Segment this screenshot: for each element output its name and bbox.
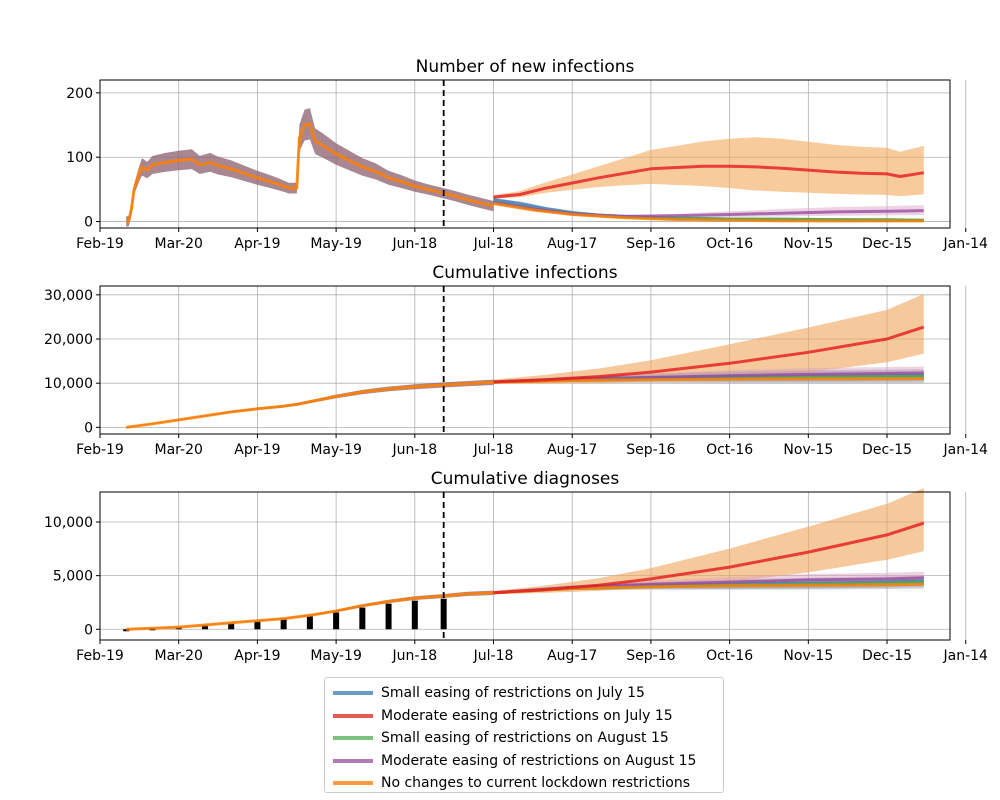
band-2 xyxy=(493,488,924,595)
legend-item: Moderate easing of restrictions on July … xyxy=(333,705,723,728)
x-tick-label: Jan-14 xyxy=(943,442,989,458)
panel-title: Cumulative infections xyxy=(432,263,617,283)
axes-frame xyxy=(99,491,951,641)
data-bar xyxy=(411,600,418,630)
history-line xyxy=(125,122,494,224)
history-line xyxy=(126,591,494,631)
y-tick-label: 0 xyxy=(84,622,93,638)
y-tick-label: 10,000 xyxy=(44,515,93,531)
x-tick-label: Mar-20 xyxy=(155,442,203,458)
x-tick-label: Aug-17 xyxy=(547,236,597,252)
x-tick-label: Dec-15 xyxy=(862,236,912,252)
x-tick-label: Sep-16 xyxy=(626,236,675,252)
x-tick-label: Dec-15 xyxy=(862,442,912,458)
data-bar xyxy=(254,621,261,630)
series-line-2 xyxy=(493,164,925,199)
band-2 xyxy=(493,294,924,384)
history-line xyxy=(125,380,494,429)
legend-label: Small easing of restrictions on July 15 xyxy=(381,685,645,702)
series-line-5 xyxy=(493,377,924,384)
series-line-2 xyxy=(493,325,925,384)
x-tick-label: Aug-17 xyxy=(547,648,597,664)
x-tick-label: Jan-14 xyxy=(943,236,989,252)
data-bar xyxy=(306,616,313,630)
x-tick-label: Jul-18 xyxy=(473,442,514,458)
panel-title: Number of new infections xyxy=(416,57,635,77)
data-bar xyxy=(201,625,208,630)
legend-label: Small easing of restrictions on August 1… xyxy=(381,730,669,747)
x-tick-label: Nov-15 xyxy=(783,442,833,458)
panel-new-infections: Number of new infections Feb-19 Mar-20 Apr… xyxy=(66,57,988,252)
x-tick-label: Sep-16 xyxy=(626,648,675,664)
legend-swatch xyxy=(333,691,373,696)
series-line-2 xyxy=(493,521,925,595)
uncertainty-bands xyxy=(126,294,924,428)
x-tick-label: Jan-14 xyxy=(943,648,989,664)
x-tick-label: Oct-16 xyxy=(706,648,753,664)
x-tick-label: Nov-15 xyxy=(783,648,833,664)
band-2 xyxy=(493,137,924,199)
y-tick-label: 5,000 xyxy=(53,569,93,585)
panel-title: Cumulative diagnoses xyxy=(431,469,620,489)
axes-frame xyxy=(99,79,951,229)
y-tick-label: 0 xyxy=(84,420,93,436)
x-tick-label: Jul-18 xyxy=(473,648,514,664)
data-bar xyxy=(385,603,392,630)
x-tick-label: Oct-16 xyxy=(706,236,753,252)
x-tick-label: Feb-19 xyxy=(76,442,124,458)
legend-item: Small easing of restrictions on August 1… xyxy=(333,727,723,750)
x-tick-label: Dec-15 xyxy=(862,648,912,664)
x-tick-label: Feb-19 xyxy=(76,648,124,664)
x-tick-label: Mar-20 xyxy=(155,236,203,252)
data-bar xyxy=(359,607,366,630)
x-tick-label: Jul-18 xyxy=(473,236,514,252)
legend: Small easing of restrictions on July 15 … xyxy=(324,677,724,793)
y-tick-label: 200 xyxy=(66,86,93,102)
history-band xyxy=(126,108,494,227)
legend-label: No changes to current lockdown restricti… xyxy=(381,775,690,792)
x-tick-label: Nov-15 xyxy=(783,236,833,252)
legend-swatch xyxy=(333,758,373,763)
y-tick-label: 100 xyxy=(66,150,93,166)
legend-item: No changes to current lockdown restricti… xyxy=(333,772,723,795)
data-bar xyxy=(228,623,235,630)
x-tick-label: May-19 xyxy=(310,442,362,458)
x-tick-label: Apr-19 xyxy=(234,442,280,458)
x-tick-label: Apr-19 xyxy=(234,236,280,252)
panel-cumulative-infections: Cumulative infections Feb-19 Mar-20 Apr-19… xyxy=(44,263,988,458)
data-bar xyxy=(333,612,340,630)
y-tick-label: 30,000 xyxy=(44,288,93,304)
data-bar xyxy=(280,619,287,630)
legend-item: Moderate easing of restrictions on Augus… xyxy=(333,750,723,773)
legend-label: Moderate easing of restrictions on July … xyxy=(381,707,673,724)
x-tick-label: Aug-17 xyxy=(547,442,597,458)
series-line-5 xyxy=(493,202,924,223)
x-tick-label: Jun-18 xyxy=(391,442,437,458)
uncertainty-bands xyxy=(126,488,924,630)
legend-swatch xyxy=(333,713,373,718)
x-tick-label: Jun-18 xyxy=(391,648,437,664)
legend-item: Small easing of restrictions on July 15 xyxy=(333,682,723,705)
panel-cumulative-diagnoses: Cumulative diagnoses Feb-19 Mar-20 Apr-19 M… xyxy=(44,469,988,664)
axes-frame xyxy=(99,285,951,435)
data-bar xyxy=(123,629,130,632)
x-tick-label: Sep-16 xyxy=(626,442,675,458)
y-tick-label: 20,000 xyxy=(44,332,93,348)
legend-swatch xyxy=(333,736,373,741)
x-tick-label: May-19 xyxy=(310,648,362,664)
legend-swatch xyxy=(333,781,373,786)
x-tick-label: Mar-20 xyxy=(155,648,203,664)
x-tick-label: May-19 xyxy=(310,236,362,252)
x-tick-label: Apr-19 xyxy=(234,648,280,664)
y-tick-label: 0 xyxy=(84,215,93,231)
x-tick-label: Feb-19 xyxy=(76,236,124,252)
x-tick-label: Jun-18 xyxy=(391,236,437,252)
x-tick-label: Oct-16 xyxy=(706,442,753,458)
y-tick-label: 10,000 xyxy=(44,376,93,392)
legend-label: Moderate easing of restrictions on Augus… xyxy=(381,752,697,769)
